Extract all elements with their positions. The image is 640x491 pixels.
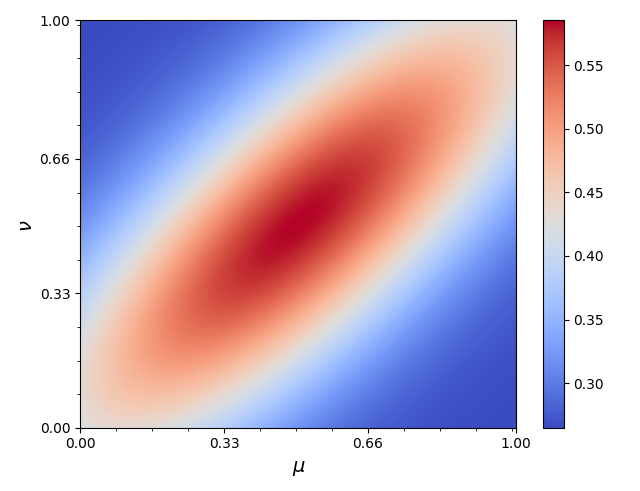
X-axis label: μ: μ (292, 457, 304, 476)
Y-axis label: ν: ν (15, 218, 34, 230)
